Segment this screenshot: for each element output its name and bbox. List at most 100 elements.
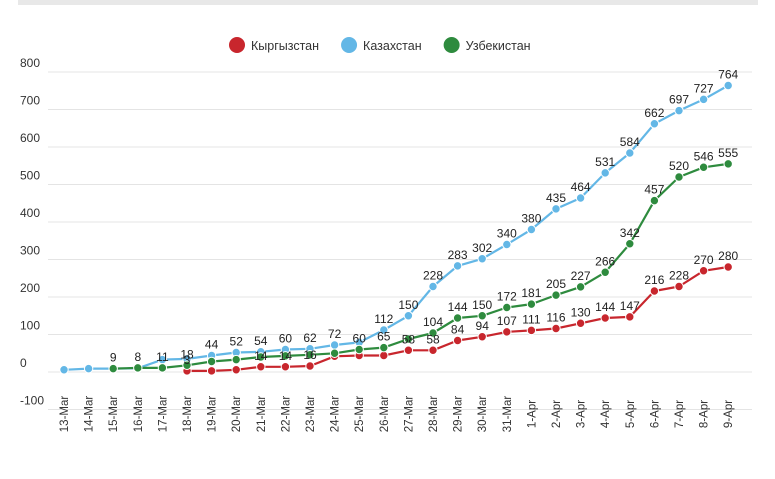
data-label: 9 xyxy=(110,351,117,365)
y-axis: -100 0 100 200 300 400 500 600 700 800 xyxy=(20,56,44,408)
data-label: 227 xyxy=(571,269,591,283)
data-point xyxy=(575,282,586,292)
data-point xyxy=(477,254,487,264)
data-label: 72 xyxy=(328,327,342,341)
legend-marker-1 xyxy=(229,37,245,53)
y-tick-label: 0 xyxy=(20,356,27,370)
data-label: 270 xyxy=(694,253,714,267)
data-point xyxy=(649,195,660,206)
data-point xyxy=(600,267,610,277)
data-label: 520 xyxy=(669,159,689,173)
grid-lines xyxy=(48,71,752,410)
x-tick-label: 29-Mar xyxy=(453,396,465,433)
data-label: 58 xyxy=(426,332,440,346)
x-tick-label: 21-Mar xyxy=(256,396,268,433)
data-label: 65 xyxy=(377,330,391,344)
data-label: 181 xyxy=(521,286,541,300)
x-tick-label: 5-Apr xyxy=(625,400,637,428)
data-label: 764 xyxy=(718,68,738,82)
x-tick-label: 8-Apr xyxy=(699,400,711,428)
data-label: 60 xyxy=(353,332,367,346)
data-label: 60 xyxy=(279,332,293,346)
x-tick-label: 26-Mar xyxy=(379,396,391,433)
data-point xyxy=(698,94,709,105)
data-labels: 3 14 14 16 58 58 84 94 107 111 116 130 144 147 216 228 2… xyxy=(110,68,739,367)
data-label: 697 xyxy=(669,93,689,107)
data-point xyxy=(428,345,438,355)
legend-marker-3 xyxy=(443,37,460,53)
data-point xyxy=(526,224,537,235)
data-label: 216 xyxy=(644,273,664,287)
series-line-2 xyxy=(63,84,729,371)
data-label: 116 xyxy=(546,311,565,325)
series-layer xyxy=(59,80,733,376)
y-tick-label: 400 xyxy=(20,206,40,220)
data-point xyxy=(551,204,561,214)
x-tick-label: 25-Mar xyxy=(354,396,366,433)
data-label: 62 xyxy=(303,331,317,345)
data-point xyxy=(305,350,315,360)
data-label: 11 xyxy=(156,350,169,364)
x-tick-label: 23-Mar xyxy=(305,396,317,433)
data-point xyxy=(256,362,266,372)
data-point xyxy=(600,168,610,178)
data-point xyxy=(575,318,586,328)
data-label: 16 xyxy=(303,348,317,362)
y-tick-label: 100 xyxy=(20,319,40,333)
data-point xyxy=(452,313,463,323)
data-point xyxy=(551,323,561,334)
x-tick-label: 16-Mar xyxy=(133,396,145,433)
data-label: 464 xyxy=(571,180,591,194)
data-label: 130 xyxy=(571,305,591,319)
data-point xyxy=(403,345,414,355)
data-label: 172 xyxy=(497,290,517,304)
data-point xyxy=(502,302,512,313)
y-tick-label: -100 xyxy=(20,394,44,408)
legend-label: Казахстан xyxy=(363,39,422,53)
data-label: 104 xyxy=(423,315,443,329)
data-label: 112 xyxy=(374,312,393,326)
data-label: 280 xyxy=(718,249,738,263)
x-tick-label: 15-Mar xyxy=(108,396,120,433)
data-point xyxy=(674,105,684,116)
data-point xyxy=(231,354,241,365)
data-label: 457 xyxy=(644,183,664,197)
data-point xyxy=(526,299,537,309)
data-label: 44 xyxy=(205,338,219,352)
data-point xyxy=(256,352,266,362)
y-tick-label: 500 xyxy=(20,169,40,183)
data-point xyxy=(723,262,733,272)
data-point xyxy=(625,239,635,249)
data-point xyxy=(108,363,118,374)
data-label: 147 xyxy=(620,299,640,313)
data-point xyxy=(329,340,340,350)
data-label: 14 xyxy=(254,349,268,363)
data-point xyxy=(575,193,586,203)
data-label: 342 xyxy=(620,226,640,240)
data-label: 107 xyxy=(497,314,517,328)
data-point xyxy=(625,148,635,158)
data-point xyxy=(403,311,414,321)
data-label: 727 xyxy=(694,81,714,95)
data-point xyxy=(83,363,94,374)
data-point xyxy=(354,344,364,355)
data-point xyxy=(723,80,733,91)
y-tick-label: 200 xyxy=(20,281,40,295)
x-tick-label: 1-Apr xyxy=(526,400,538,428)
x-tick-label: 13-Mar xyxy=(59,396,71,433)
data-point xyxy=(674,172,684,182)
data-point xyxy=(698,266,709,276)
x-tick-label: 22-Mar xyxy=(280,396,292,433)
data-point xyxy=(526,325,537,336)
data-label: 340 xyxy=(497,227,517,241)
data-label: 84 xyxy=(451,323,465,337)
data-point xyxy=(157,363,168,373)
x-tick-label: 28-Mar xyxy=(428,396,440,433)
data-point xyxy=(428,281,438,292)
data-point xyxy=(206,356,217,367)
x-tick-label: 19-Mar xyxy=(207,396,219,433)
data-point xyxy=(206,366,217,376)
data-point xyxy=(723,159,733,169)
data-point xyxy=(477,311,487,321)
